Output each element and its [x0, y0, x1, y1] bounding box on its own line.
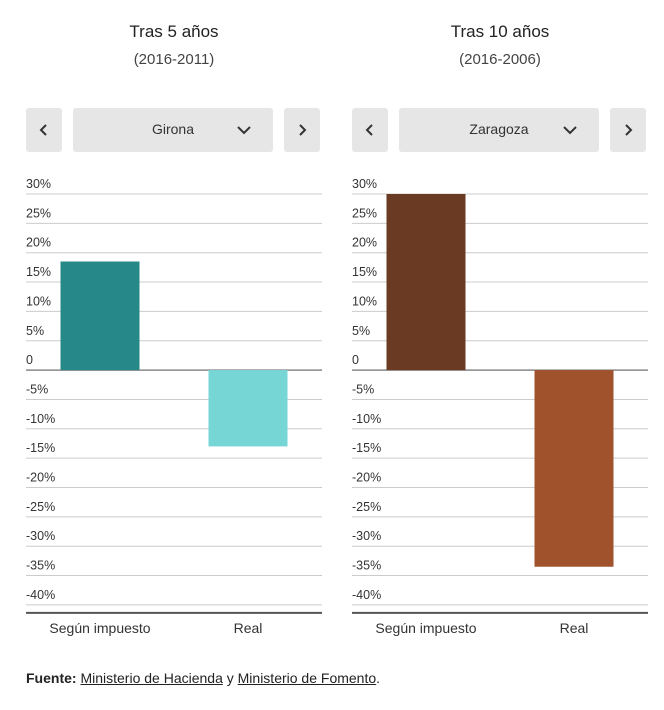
- bar-chart-10-years: 30% 25% 20% 15% 10% 5% 0 -5% -10% -15% -20% -25% -30…: [352, 177, 648, 636]
- chevron-down-icon: [237, 126, 251, 135]
- y-tick-label: -30%: [352, 529, 381, 543]
- y-tick-label: 0: [26, 353, 33, 367]
- chevron-left-icon: [365, 124, 373, 136]
- y-tick-label: 0: [352, 353, 359, 367]
- panel-10-years: Tras 10 años (2016-2006) Zaragoza 30% 25%…: [352, 0, 648, 640]
- source-end: .: [376, 670, 381, 686]
- next-city-button[interactable]: [610, 108, 646, 152]
- y-tick-label: -35%: [26, 559, 55, 573]
- chevron-right-icon: [299, 124, 307, 136]
- y-tick-label: 20%: [352, 236, 377, 250]
- prev-city-button[interactable]: [26, 108, 62, 152]
- chevron-left-icon: [39, 124, 47, 136]
- ministerio-hacienda-link[interactable]: Ministerio de Hacienda: [80, 670, 223, 686]
- x-category-label: Real: [560, 620, 589, 636]
- next-city-button[interactable]: [284, 108, 320, 152]
- chevron-right-icon: [625, 124, 633, 136]
- y-tick-label: 15%: [352, 265, 377, 279]
- y-tick-label: -35%: [352, 559, 381, 573]
- panel-subtitle: (2016-2006): [459, 51, 541, 68]
- bar-real: [534, 370, 614, 567]
- y-tick-label: -5%: [352, 382, 374, 396]
- y-tick-label: -40%: [352, 588, 381, 602]
- y-tick-label: -40%: [26, 588, 55, 602]
- y-tick-label: 30%: [352, 177, 377, 191]
- x-category-label: Real: [234, 620, 263, 636]
- y-tick-label: -10%: [352, 412, 381, 426]
- prev-city-button[interactable]: [352, 108, 388, 152]
- city-select-value: Zaragoza: [469, 121, 529, 137]
- y-tick-label: -15%: [352, 441, 381, 455]
- bar-segun-impuesto: [386, 194, 466, 371]
- y-tick-label: 10%: [26, 294, 51, 308]
- y-tick-label: -25%: [352, 500, 381, 514]
- source-connector: y: [222, 670, 238, 686]
- x-category-label: Según impuesto: [49, 620, 150, 636]
- bar-real: [208, 370, 288, 447]
- panel-title: Tras 5 años: [129, 22, 219, 41]
- y-tick-label: 5%: [26, 324, 44, 338]
- y-tick-label: -15%: [26, 441, 55, 455]
- y-tick-label: -30%: [26, 529, 55, 543]
- bar-chart-5-years: 30% 25% 20% 15% 10% 5% 0 -5% -10% -15% -20% -25% -30…: [26, 177, 322, 636]
- bar-segun-impuesto: [60, 261, 140, 371]
- y-tick-label: -25%: [26, 500, 55, 514]
- city-select-value: Girona: [151, 121, 195, 137]
- y-tick-label: 15%: [26, 265, 51, 279]
- city-select[interactable]: Girona: [73, 108, 273, 152]
- ministerio-fomento-link[interactable]: Ministerio de Fomento: [237, 670, 377, 686]
- chevron-down-icon: [563, 126, 577, 135]
- y-tick-label: -5%: [26, 382, 48, 396]
- city-select[interactable]: Zaragoza: [399, 108, 599, 152]
- y-tick-label: 20%: [26, 236, 51, 250]
- y-tick-label: -20%: [352, 471, 381, 485]
- panel-title: Tras 10 años: [450, 22, 550, 41]
- y-tick-label: 5%: [352, 324, 370, 338]
- x-category-label: Según impuesto: [375, 620, 476, 636]
- y-tick-label: 10%: [352, 294, 377, 308]
- source-label: Fuente:: [26, 670, 77, 686]
- y-tick-label: 25%: [26, 206, 51, 220]
- y-tick-label: 25%: [352, 206, 377, 220]
- y-tick-label: 30%: [26, 177, 51, 191]
- y-tick-label: -20%: [26, 471, 55, 485]
- source-note: Fuente: Ministerio de Hacienda y Ministe…: [26, 670, 380, 686]
- panel-5-years: Tras 5 años (2016-2011) Girona 30% 25% 20%…: [26, 0, 322, 640]
- panel-subtitle: (2016-2011): [133, 51, 215, 68]
- y-tick-label: -10%: [26, 412, 55, 426]
